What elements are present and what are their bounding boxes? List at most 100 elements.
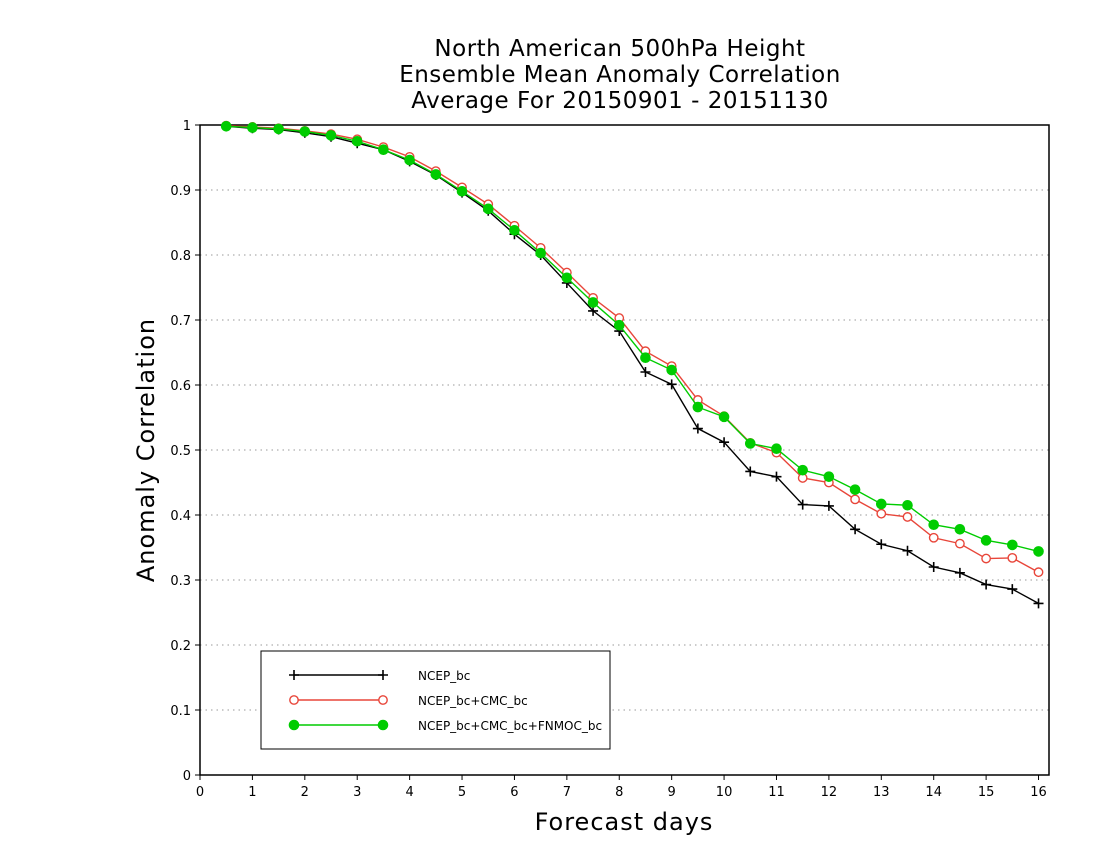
y-tick-label: 1 [183,119,191,134]
series-1-point [850,524,861,535]
series-3-point [351,135,363,147]
series-1-point [823,500,834,511]
x-tick-label: 8 [615,785,623,800]
series-line-3 [226,125,1039,553]
axis-ticks: 00.10.20.30.40.50.60.70.80.910 1 2 3 4 5 6 7 8 9 1… [170,119,1046,800]
x-axis-label: Forecast days [534,808,714,836]
series-3-point [640,352,651,364]
series-1-point [771,471,782,482]
series-3-point [247,122,258,133]
series-1-point [797,499,808,510]
series-1-point [692,423,703,434]
x-tick-label: 5 [458,785,466,800]
series-line-1 [226,125,1039,605]
series-3-point [613,319,625,331]
legend-label-1: NCEP_bc [418,669,470,683]
series-3-point [299,126,311,137]
data-series [220,120,1044,609]
series-3-point [771,443,782,455]
legend: NCEP_bc NCEP_bc+CMC_bc NCEP_bc+CMC_bc+FNMO… [260,650,611,750]
x-tick-label: 13 [873,785,890,800]
legend-marker-3 [288,719,300,731]
legend-marker-2 [289,695,299,705]
series-2-point [928,532,939,543]
series-3-point [954,524,966,535]
series-3-point [902,499,913,511]
x-tick-label: 12 [821,785,838,800]
x-tick-label: 1 [248,785,256,800]
x-tick-label: 9 [668,785,676,800]
x-tick-label: 4 [405,785,413,800]
legend-marker-1 [378,670,388,680]
series-2-point [1007,553,1018,563]
series-3-point [587,297,599,308]
series-1-point [719,437,730,448]
legend-label-2: NCEP_bc+CMC_bc [418,694,528,708]
series-3-point [482,203,494,215]
series-line-2 [226,124,1039,573]
x-tick-label: 10 [716,785,733,800]
series-3-point [849,484,861,495]
series-1-point [1007,584,1018,595]
y-tick-label: 0.3 [170,574,191,589]
x-tick-label: 16 [1030,785,1047,800]
series-2-point [902,512,913,522]
series-3-point [980,535,992,546]
x-tick-label: 15 [978,785,995,800]
x-tick-label: 2 [301,785,309,800]
series-3-point [561,272,573,284]
y-tick-label: 0.9 [170,184,191,199]
y-tick-label: 0.8 [170,249,191,264]
y-tick-label: 0.7 [170,314,191,329]
series-1-point [928,562,939,572]
x-tick-label: 11 [768,785,785,800]
series-1-point [640,367,651,377]
series-3-point [535,247,546,259]
series-3-point [1007,539,1018,551]
x-tick-label: 7 [563,785,571,800]
series-3-point [1033,546,1044,557]
series-3-point [509,225,520,236]
series-3-point [666,364,677,376]
series-1-point [745,466,756,477]
series-3-point [325,130,337,141]
x-tick-label: 3 [353,785,361,800]
series-3-point [430,169,442,180]
chart-title-line-3: Average For 20150901 - 20151130 [411,88,829,114]
series-3-point [718,411,730,423]
series-3-point [823,471,835,482]
grid-lines [200,189,1049,711]
y-tick-label: 0.1 [170,704,191,719]
series-1-point [1033,598,1044,609]
series-3-point [797,464,808,476]
series-3-point [378,144,389,155]
chart-title-line-2: Ensemble Mean Anomaly Correlation [399,62,841,88]
legend-marker-2 [378,695,388,705]
series-3-point [928,519,940,531]
series-2-point [955,538,965,549]
legend-label-3: NCEP_bc+CMC_bc+FNMOC_bc [418,719,602,733]
y-tick-label: 0.4 [170,509,191,524]
series-2-point [1033,567,1044,578]
series-1-point [666,379,677,390]
series-1-point [954,567,965,578]
series-3-point [456,186,468,197]
series-1-point [876,539,887,550]
series-3-point [692,401,704,413]
x-tick-label: 6 [510,785,518,800]
series-3-point [220,121,232,132]
y-tick-label: 0 [183,769,191,784]
chart-title-line-1: North American 500hPa Height [434,36,806,62]
series-1-point [902,545,913,556]
x-tick-label: 14 [925,785,942,800]
series-2-point [850,494,860,505]
x-tick-label: 0 [196,785,204,800]
series-3-point [404,154,415,166]
series-3-point [744,438,756,449]
series-2-point [981,553,992,564]
series-1-point [981,579,992,590]
series-2-point [876,508,887,519]
y-tick-label: 0.6 [170,379,191,394]
legend-marker-1 [289,670,299,680]
